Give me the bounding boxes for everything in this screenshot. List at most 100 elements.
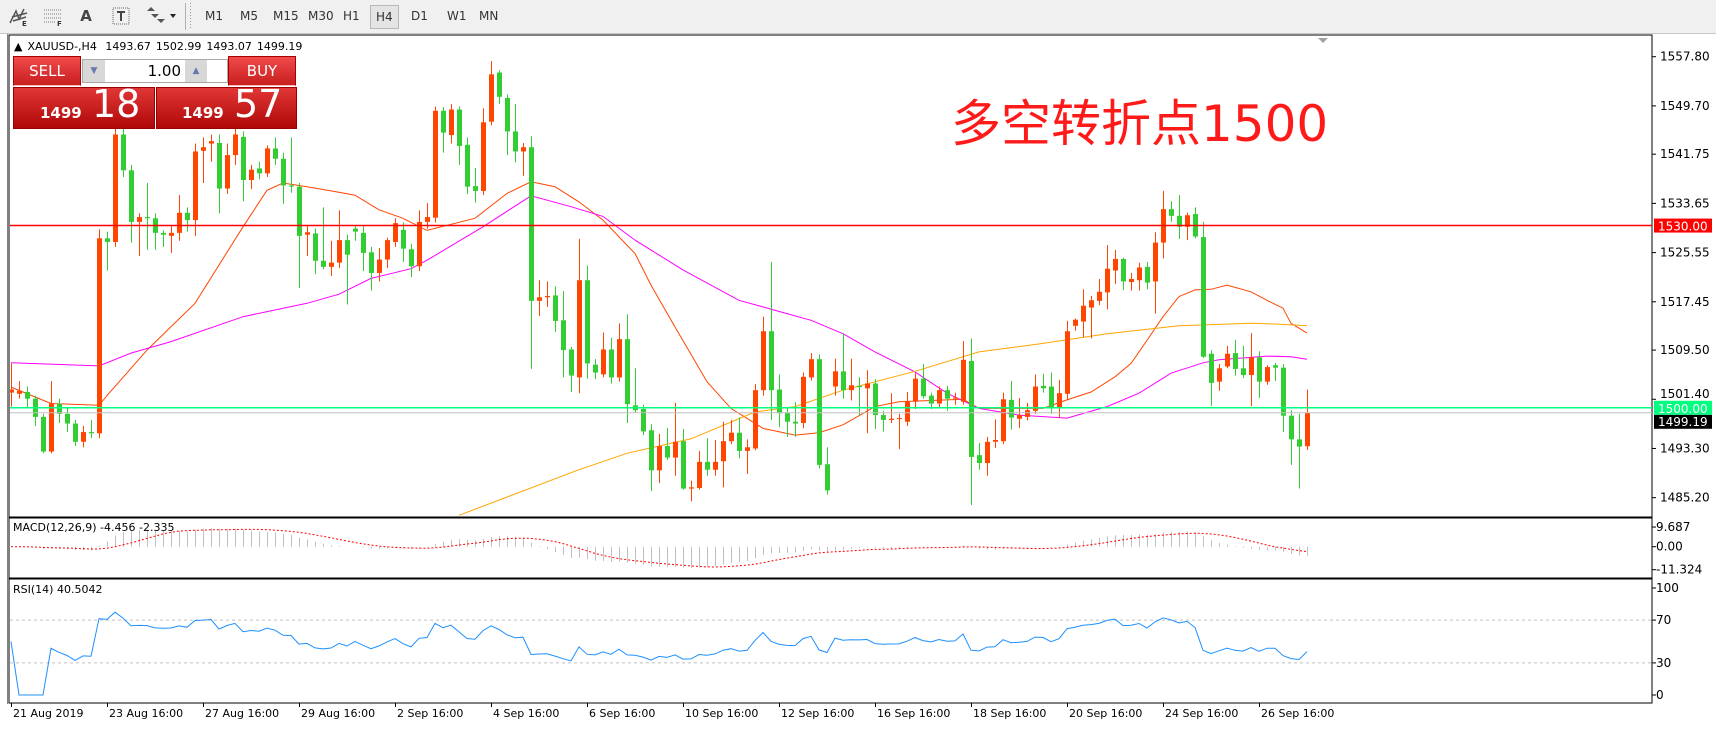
volume-input[interactable]: 1.00 — [147, 62, 181, 80]
timeframe-m30[interactable]: M30 — [308, 9, 334, 23]
candle-body — [1049, 386, 1054, 409]
candle — [193, 143, 198, 236]
candle — [745, 439, 750, 474]
candle — [449, 104, 454, 144]
candle-body — [1121, 258, 1126, 282]
text-box-icon[interactable] — [108, 5, 134, 27]
arrows-icon[interactable] — [143, 5, 179, 27]
candle — [241, 131, 246, 202]
timeframe-h1[interactable]: H1 — [343, 9, 360, 23]
candle-body — [57, 403, 62, 414]
candle — [969, 338, 974, 505]
candle — [313, 228, 318, 275]
candle-body — [673, 441, 678, 458]
candle-body — [585, 280, 590, 364]
candle — [777, 374, 782, 428]
chart-annotation-text[interactable]: 多空转折点1500 — [951, 95, 1329, 153]
candle-body — [1041, 385, 1046, 389]
rsi-line — [10, 611, 1308, 696]
candle-body — [1273, 365, 1278, 368]
candle-body — [49, 403, 54, 452]
candle — [953, 392, 958, 405]
candle-body — [129, 170, 134, 222]
moving-average-line — [458, 322, 1308, 516]
time-label: 27 Aug 16:00 — [205, 707, 280, 720]
timeframe-m1[interactable]: M1 — [205, 9, 223, 23]
candle — [201, 137, 206, 184]
sell-price-button[interactable]: 1499 18 — [13, 82, 155, 129]
candle-body — [1009, 399, 1014, 418]
candle-body — [297, 186, 302, 236]
candle — [545, 281, 550, 307]
candle — [1089, 296, 1094, 339]
candle — [353, 225, 358, 241]
candle-body — [1113, 258, 1118, 271]
candle-body — [809, 359, 814, 378]
candle-body — [1225, 353, 1230, 367]
candle-body — [609, 349, 614, 378]
timeframe-mn[interactable]: MN — [479, 9, 499, 23]
buy-price-pips: 57 — [234, 82, 283, 126]
timeframe-m15[interactable]: M15 — [273, 9, 299, 23]
toolbar-grip[interactable] — [190, 3, 191, 30]
candle — [633, 368, 638, 413]
candle — [977, 443, 982, 470]
candle-body — [433, 110, 438, 218]
buy-price-button[interactable]: 1499 57 — [156, 82, 297, 129]
candle — [761, 316, 766, 396]
candle-body — [969, 361, 974, 457]
macd-values: -4.456 -2.335 — [100, 521, 175, 534]
timeframe-h4[interactable]: H4 — [370, 5, 399, 29]
candle-body — [737, 432, 742, 451]
candle-body — [41, 416, 46, 452]
candle-body — [761, 331, 766, 391]
toolbar: E F A M1 M5 M15 M30 H1 H4 D1 W1 MN — [0, 0, 1716, 34]
candle — [129, 164, 134, 243]
candle-body — [833, 371, 838, 387]
candle — [1057, 379, 1062, 419]
horizontal-lines[interactable]: 1499.19 1530.00 1500.00 — [10, 218, 1712, 429]
candle-body — [745, 447, 750, 451]
text-label-icon[interactable]: A — [80, 7, 92, 25]
fibonacci-fan-icon[interactable]: F — [40, 5, 66, 27]
candle — [145, 183, 150, 250]
buy-button[interactable]: BUY — [228, 56, 296, 86]
candle — [505, 94, 510, 156]
candle-body — [865, 383, 870, 389]
sell-button[interactable]: SELL — [13, 56, 81, 86]
candle — [81, 425, 86, 448]
timeframe-m5[interactable]: M5 — [240, 9, 258, 23]
time-label: 2 Sep 16:00 — [397, 707, 464, 720]
candle — [513, 104, 518, 163]
candle — [937, 386, 942, 408]
candle-body — [409, 249, 414, 267]
price-tick-label: 1509.50 — [1660, 343, 1710, 357]
candle-body — [113, 134, 118, 242]
timeframe-w1[interactable]: W1 — [447, 9, 467, 23]
candle-body — [161, 232, 166, 235]
candle-body — [265, 148, 270, 174]
candle — [273, 137, 278, 165]
candle-body — [1241, 368, 1246, 375]
candle-body — [705, 461, 710, 470]
candle-body — [841, 371, 846, 391]
candle-body — [921, 378, 926, 397]
volume-decrease-button[interactable]: ▼ — [83, 60, 105, 82]
timeframe-d1[interactable]: D1 — [411, 9, 428, 23]
candle-body — [897, 418, 902, 420]
candle-body — [217, 142, 222, 189]
candle-body — [1073, 319, 1078, 326]
candle — [865, 370, 870, 434]
candle — [681, 429, 686, 490]
elliott-wave-icon[interactable]: E — [6, 5, 32, 27]
candle — [113, 110, 118, 247]
candle-body — [1305, 412, 1310, 447]
chart-shift-marker-icon[interactable] — [1318, 38, 1328, 43]
candle — [1201, 221, 1206, 358]
volume-increase-button[interactable]: ▲ — [185, 60, 207, 82]
candle — [945, 385, 950, 411]
candle-body — [209, 141, 214, 144]
price-axis: 1557.80 1549.70 1541.75 1533.65 1525.55 1517.… — [1651, 35, 1710, 703]
macd-name: MACD(12,26,9) — [13, 521, 97, 534]
